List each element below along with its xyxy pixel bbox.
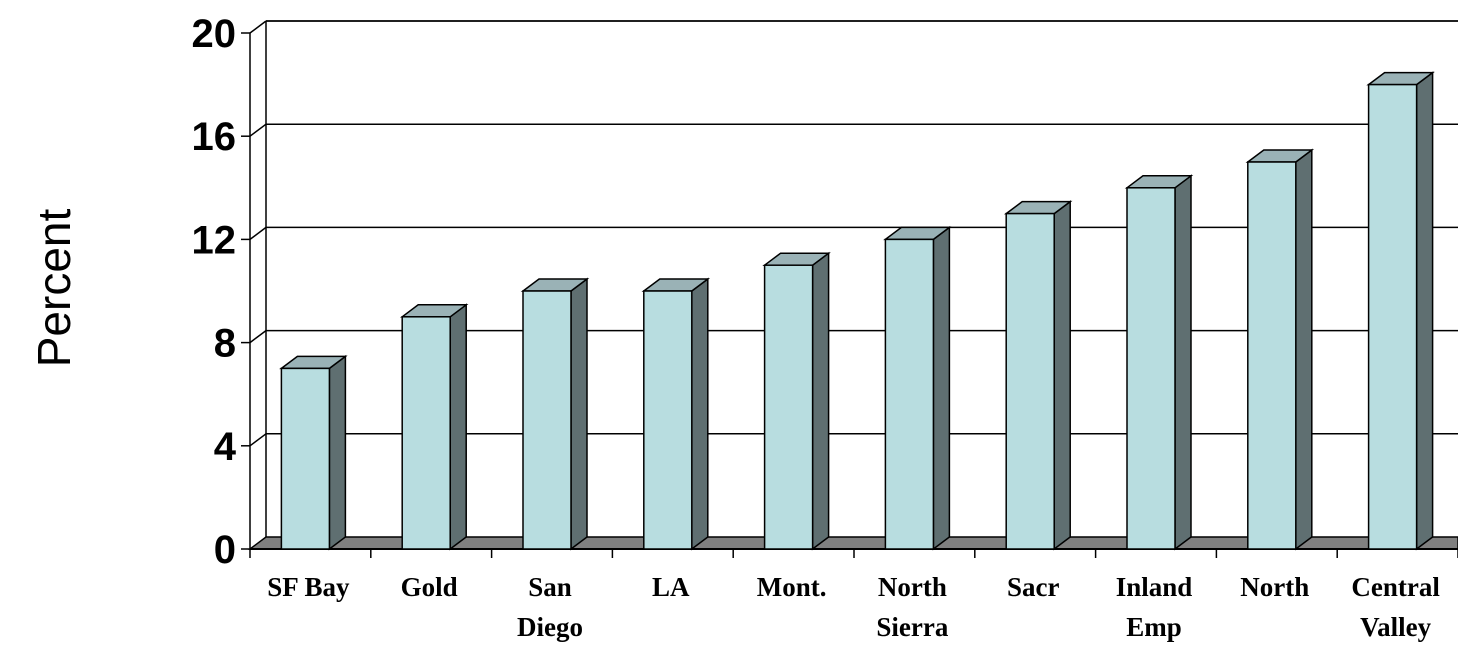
gridline-diagonal <box>249 123 267 137</box>
gridline-diagonal <box>249 226 267 240</box>
bar-side <box>1174 174 1192 551</box>
x-tick-label: San Diego <box>517 572 583 642</box>
bar-front <box>1367 83 1418 550</box>
bar-side <box>1295 148 1313 551</box>
bar <box>1003 200 1073 551</box>
bar-front <box>1126 187 1176 550</box>
x-tick-label-line: Mont. <box>757 572 827 602</box>
bar <box>399 303 469 551</box>
x-tick-label: Mont. <box>757 572 827 602</box>
bar <box>641 277 711 551</box>
y-tick-label: 20 <box>192 12 237 56</box>
x-tick-label: SF Bay <box>267 572 350 602</box>
x-tick-label-line: San <box>528 572 572 602</box>
x-axis-ticks: SF Bay Gold San Diego LA Mont. North Sierra Sacr… <box>249 549 1458 642</box>
gridline-diagonal <box>249 433 267 447</box>
y-tick-label: 12 <box>192 218 237 262</box>
y-axis-ticks: 0 4 8 12 16 20 <box>192 12 250 572</box>
x-tick-label: Central Valley <box>1351 572 1440 642</box>
bar <box>1124 174 1194 551</box>
x-tick-label-line: Central <box>1351 572 1440 602</box>
x-tick-label-line: Inland <box>1116 572 1193 602</box>
bar-front <box>280 367 331 550</box>
y-tick-label: 8 <box>214 322 236 366</box>
x-tick-label-line: Sacr <box>1007 572 1060 602</box>
bar-front <box>401 316 451 550</box>
bar-front <box>522 290 572 550</box>
x-tick-label-line: Valley <box>1360 612 1432 642</box>
x-tick-label: Inland Emp <box>1116 572 1193 642</box>
x-tick-label: Gold <box>401 572 458 602</box>
x-tick-label-line: North <box>878 572 947 602</box>
x-tick-label-line: Emp <box>1126 612 1182 642</box>
y-tick-label: 0 <box>214 528 236 572</box>
x-tick-label-line: North <box>1240 572 1309 602</box>
x-tick-label-line: LA <box>652 572 690 602</box>
bar-side <box>691 277 709 551</box>
bar-side <box>932 225 951 551</box>
bar-side <box>328 354 347 551</box>
bar-front <box>884 238 935 550</box>
bar-side <box>811 251 830 551</box>
x-tick-label-line: Diego <box>517 612 583 642</box>
bar-front <box>763 264 814 550</box>
y-axis-label: Percent <box>28 209 80 368</box>
x-tick-label-line: SF Bay <box>267 572 350 602</box>
bar-front <box>643 290 693 550</box>
x-tick-label: Sacr <box>1007 572 1060 602</box>
gridline-diagonal <box>249 20 267 34</box>
bar-front <box>1247 161 1297 550</box>
x-tick-label-line: Gold <box>401 572 458 602</box>
x-tick-label-line: Sierra <box>876 612 948 642</box>
bar <box>1366 71 1435 551</box>
bar <box>762 251 831 551</box>
bar <box>279 354 348 551</box>
bar-side <box>1415 71 1434 551</box>
bar <box>883 225 952 551</box>
bar-side <box>1053 200 1071 551</box>
bar-side <box>449 303 467 551</box>
gridline-diagonal <box>249 330 267 344</box>
bar-side <box>570 277 588 551</box>
x-tick-label: North Sierra <box>876 572 948 642</box>
y-tick-label: 4 <box>214 425 237 469</box>
bar <box>1245 148 1315 551</box>
x-tick-label: LA <box>652 572 690 602</box>
bar-front <box>1005 212 1055 550</box>
bars <box>279 71 1435 551</box>
x-tick-label: North <box>1240 572 1309 602</box>
bar <box>520 277 590 551</box>
y-tick-label: 16 <box>192 115 237 159</box>
